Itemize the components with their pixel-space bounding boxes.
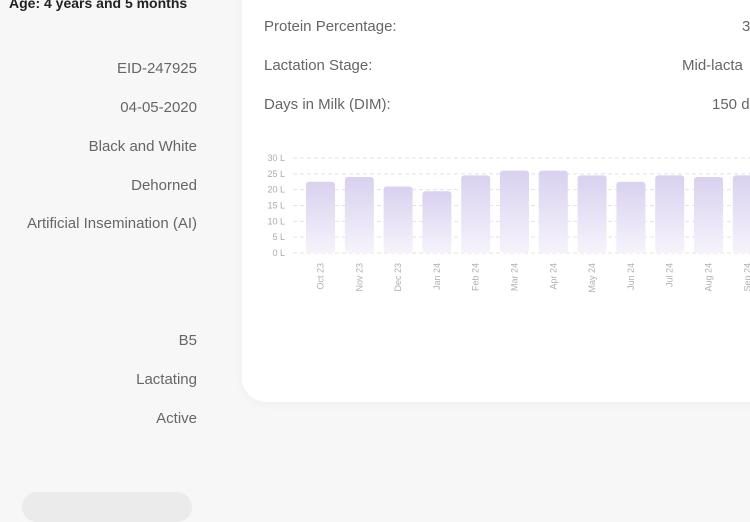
lactation-stage-label: Lactation Stage: — [264, 57, 373, 74]
x-tick-label: Jun 24 — [626, 263, 636, 290]
bar-feb-24[interactable] — [461, 175, 491, 253]
bar-jan-24[interactable] — [422, 191, 452, 253]
x-tick-label: Jul 24 — [665, 263, 675, 287]
bar-jul-24[interactable] — [655, 175, 685, 253]
dim-value: 150 d — [712, 96, 750, 113]
y-tick-label: 20 L — [267, 185, 285, 195]
x-tick-label: Dec 23 — [393, 263, 403, 292]
x-tick-label: Sep 24 — [742, 263, 750, 292]
breeding-method-value: Artificial Insemination (AI) — [26, 215, 197, 232]
x-tick-label: Aug 24 — [704, 263, 714, 292]
y-tick-label: 30 L — [267, 153, 285, 163]
action-button[interactable] — [22, 492, 192, 522]
dim-label: Days in Milk (DIM): — [264, 96, 391, 113]
bar-mar-24[interactable] — [500, 170, 529, 253]
bar-jun-24[interactable] — [616, 181, 646, 253]
status-value: Active — [156, 410, 197, 427]
x-tick-label: Oct 23 — [316, 263, 326, 290]
horn-status-value: Dehorned — [131, 177, 197, 194]
y-tick-label: 15 L — [267, 201, 285, 211]
bar-apr-24[interactable] — [538, 170, 568, 253]
bar-may-24[interactable] — [577, 175, 607, 253]
bar-dec-23[interactable] — [383, 186, 413, 254]
x-tick-label: Mar 24 — [510, 263, 520, 291]
x-tick-label: May 24 — [587, 263, 597, 293]
protein-label: Protein Percentage: — [264, 18, 397, 35]
bar-sep-24[interactable] — [732, 175, 750, 253]
bar-oct-23[interactable] — [306, 181, 335, 253]
protein-value: 3 — [742, 18, 750, 35]
x-tick-label: Jan 24 — [432, 263, 442, 290]
milk-yield-chart: 0 L 5 L 10 L 15 L 20 L 25 L 30 L Oct 23 Nov 23 D… — [267, 153, 750, 293]
x-tick-label: Nov 23 — [354, 263, 364, 292]
bar-nov-23[interactable] — [344, 177, 374, 253]
x-tick-label: Apr 24 — [548, 263, 558, 290]
x-tick-label: Feb 24 — [471, 263, 481, 291]
color-value: Black and White — [88, 138, 197, 155]
production-status-value: Lactating — [136, 371, 197, 388]
y-tick-label: 25 L — [267, 169, 285, 179]
birth-date-value: 04-05-2020 — [120, 99, 197, 116]
eid-value: EID-247925 — [116, 60, 197, 77]
y-tick-label: 0 L — [272, 248, 285, 258]
lactation-stage-value: Mid-lacta — [682, 57, 743, 74]
location-value: B5 — [178, 332, 197, 349]
y-tick-label: 10 L — [267, 216, 285, 226]
y-tick-label: 5 L — [272, 232, 285, 242]
bar-aug-24[interactable] — [694, 177, 723, 253]
age-text: Age: 4 years and 5 months — [9, 0, 188, 11]
